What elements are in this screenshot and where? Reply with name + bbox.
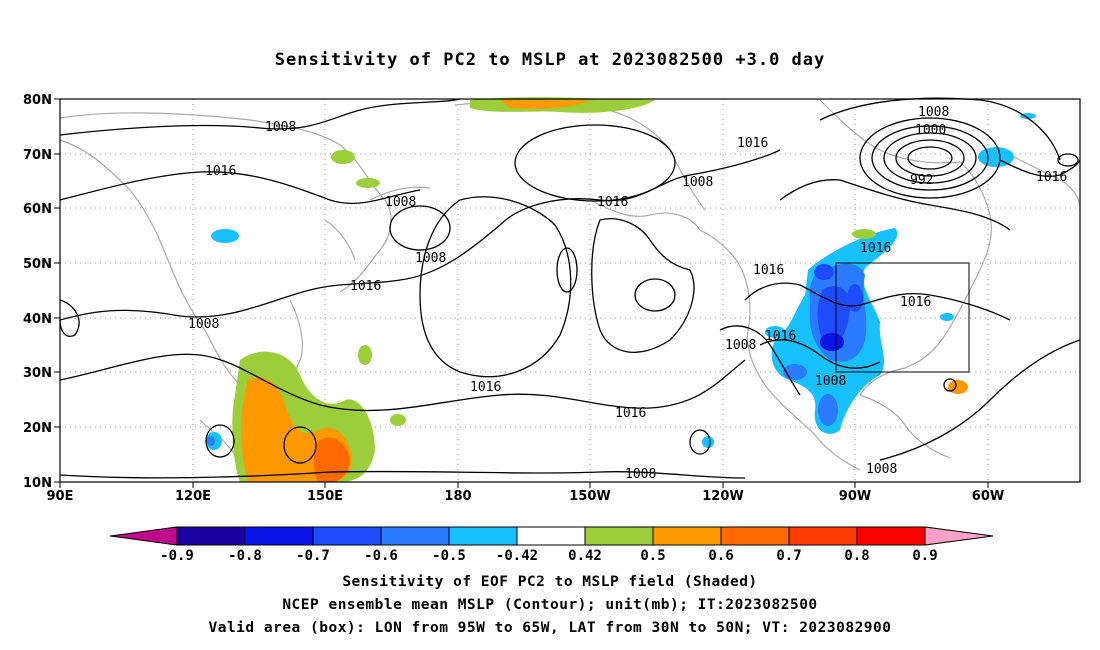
colorbar-swatch xyxy=(584,526,654,546)
contour-label: 1008 xyxy=(415,251,446,266)
colorbar-label: 0.9 xyxy=(912,548,937,564)
colorbar-label: 0.5 xyxy=(640,548,665,564)
contour-label: 1008 xyxy=(682,175,713,190)
contour-label: 1016 xyxy=(615,406,646,421)
colorbar-swatch xyxy=(720,526,790,546)
colorbar-swatch xyxy=(380,526,450,546)
colorbar-label: 0.6 xyxy=(708,548,733,564)
colorbar: -0.9 -0.8 -0.7 -0.6 -0.5 -0.42 0.42 0.5 0.6 0.7 0.… xyxy=(109,526,994,564)
contour-label: 1016 xyxy=(205,164,236,179)
contour-label: 1016 xyxy=(900,295,931,310)
colorbar-label: -0.9 xyxy=(160,548,194,564)
contour-label: 1008 xyxy=(265,120,296,135)
contour-label: 1008 xyxy=(188,317,219,332)
contour-label: 1016 xyxy=(1036,170,1067,185)
colorbar-swatch xyxy=(448,526,518,546)
lat-label: 80N xyxy=(23,93,52,108)
contour-label: 1016 xyxy=(350,279,381,294)
lon-label: 120W xyxy=(702,489,743,504)
colorbar-min-arrow xyxy=(109,526,178,546)
lon-label: 150E xyxy=(307,489,343,504)
colorbar-swatch xyxy=(516,526,586,546)
lat-label: 40N xyxy=(23,312,52,327)
colorbar-label: -0.5 xyxy=(432,548,466,564)
colorbar-label: 0.7 xyxy=(776,548,801,564)
colorbar-swatch xyxy=(788,526,858,546)
sensitivity-shading xyxy=(206,97,1036,482)
lon-label: 180 xyxy=(444,489,471,504)
colorbar-swatch xyxy=(856,526,926,546)
colorbar-label: -0.7 xyxy=(296,548,330,564)
contour-label: 1016 xyxy=(737,136,768,151)
colorbar-label: -0.6 xyxy=(364,548,398,564)
lat-label: 70N xyxy=(23,148,52,163)
map-title: Sensitivity of PC2 to MSLP at 2023082500… xyxy=(274,50,826,70)
colorbar-label: 0.42 xyxy=(568,548,602,564)
valid-area-box xyxy=(835,262,970,373)
colorbar-swatch xyxy=(244,526,314,546)
colorbar-max-arrow xyxy=(924,526,994,546)
latitude-labels: 80N 70N 60N 50N 40N 30N 20N 10N xyxy=(23,93,52,491)
contour-label: 1008 xyxy=(918,105,949,120)
caption-line-3: Valid area (box): LON from 95W to 65W, L… xyxy=(208,620,892,636)
caption-line-2: NCEP ensemble mean MSLP (Contour); unit(… xyxy=(282,597,818,613)
contour-label: 1016 xyxy=(470,380,501,395)
contour-labels: 1008 1016 1008 1000 992 1016 1016 1008 1… xyxy=(188,105,1067,482)
lon-label: 90W xyxy=(839,489,871,504)
caption-line-1: Sensitivity of EOF PC2 to MSLP field (Sh… xyxy=(342,574,758,590)
contour-label: 1000 xyxy=(915,123,946,138)
lat-label: 20N xyxy=(23,421,52,436)
lat-label: 10N xyxy=(23,476,52,491)
colorbar-swatch xyxy=(312,526,382,546)
contour-label: 1016 xyxy=(597,195,628,210)
contour-label: 1016 xyxy=(753,263,784,278)
colorbar-swatch xyxy=(176,526,246,546)
colorbar-label: -0.8 xyxy=(228,548,262,564)
contour-label: 1008 xyxy=(815,374,846,389)
lon-label: 120E xyxy=(175,489,211,504)
lat-label: 30N xyxy=(23,366,52,381)
tick-marks xyxy=(54,98,989,488)
contour-label: 1016 xyxy=(860,241,891,256)
contour-label: 1008 xyxy=(625,467,656,482)
lon-label: 150W xyxy=(569,489,610,504)
lon-label: 90E xyxy=(47,489,74,504)
colorbar-label: 0.8 xyxy=(844,548,869,564)
contour-label: 1008 xyxy=(725,338,756,353)
lon-label: 60W xyxy=(972,489,1004,504)
contour-label: 1008 xyxy=(866,462,897,477)
plot-frame xyxy=(59,98,1081,483)
lat-label: 50N xyxy=(23,257,52,272)
longitude-labels: 90E 120E 150E 180 150W 120W 90W 60W xyxy=(47,489,1005,504)
contour-label: 1016 xyxy=(765,329,796,344)
colorbar-swatch xyxy=(652,526,722,546)
lat-label: 60N xyxy=(23,202,52,217)
contour-label: 1008 xyxy=(385,195,416,210)
colorbar-label: -0.42 xyxy=(496,548,538,564)
contour-label: 992 xyxy=(910,173,933,188)
mslp-contours xyxy=(59,97,1081,479)
